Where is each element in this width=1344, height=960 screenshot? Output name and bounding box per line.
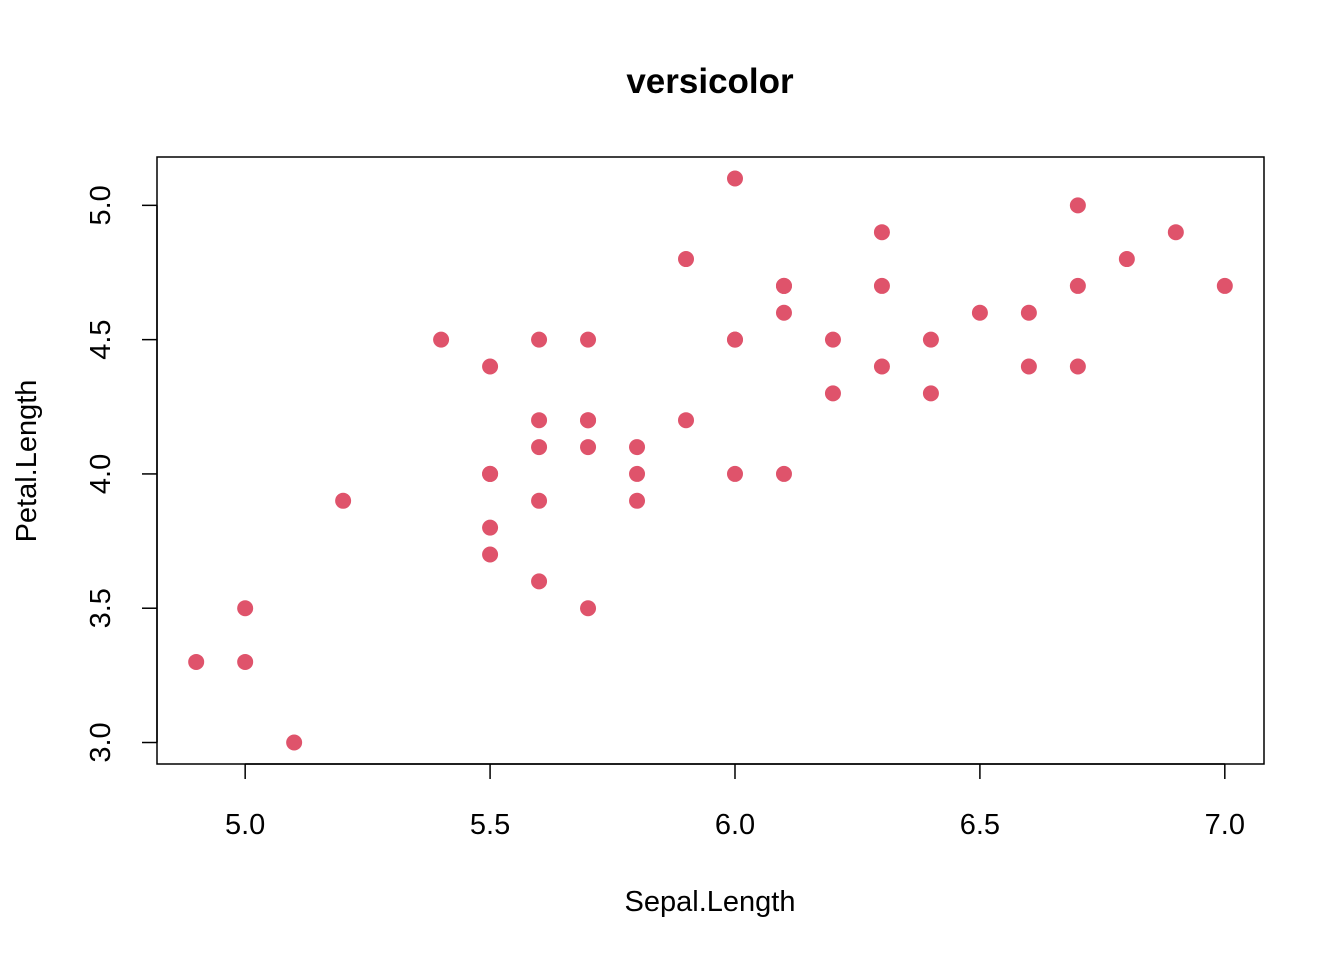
data-point — [726, 170, 743, 187]
y-tick-label: 3.0 — [85, 722, 117, 762]
data-point — [1167, 224, 1184, 241]
data-point — [824, 331, 841, 348]
data-point — [824, 385, 841, 402]
data-point — [775, 277, 792, 294]
x-axis-label: Sepal.Length — [625, 886, 796, 918]
y-tick-label: 5.0 — [85, 185, 117, 225]
data-point — [1069, 358, 1086, 375]
data-point — [1216, 277, 1233, 294]
x-axis: 5.0 5.5 6.0 6.5 7.0 — [225, 763, 1245, 841]
y-tick-label: 4.5 — [85, 319, 117, 359]
data-point — [726, 331, 743, 348]
data-point — [580, 412, 597, 429]
x-tick-label: 6.5 — [960, 809, 1000, 841]
data-point — [531, 439, 548, 456]
y-tick-label: 3.5 — [85, 588, 117, 628]
x-tick-label: 7.0 — [1205, 809, 1245, 841]
data-point — [580, 439, 597, 456]
data-point — [1020, 358, 1037, 375]
data-point — [580, 600, 597, 617]
data-point — [629, 439, 646, 456]
y-axis: 3.0 3.5 4.0 4.5 5.0 — [85, 185, 158, 763]
data-point — [188, 653, 205, 670]
data-point — [629, 492, 646, 509]
data-point — [237, 600, 254, 617]
data-point — [1069, 197, 1086, 214]
data-point — [482, 546, 499, 563]
data-point — [678, 251, 695, 268]
x-tick-label: 6.0 — [715, 809, 755, 841]
data-point — [580, 331, 597, 348]
data-point — [873, 277, 890, 294]
data-point — [873, 358, 890, 375]
data-point — [629, 465, 646, 482]
data-point — [531, 573, 548, 590]
data-point — [775, 465, 792, 482]
data-point — [286, 734, 303, 751]
data-point — [775, 304, 792, 321]
data-point — [1069, 277, 1086, 294]
data-point — [1118, 251, 1135, 268]
data-point — [678, 412, 695, 429]
data-point — [922, 385, 939, 402]
data-point — [531, 331, 548, 348]
y-tick-label: 4.0 — [85, 454, 117, 494]
data-point — [482, 519, 499, 536]
data-point — [922, 331, 939, 348]
chart-title: versicolor — [626, 62, 794, 101]
data-point — [531, 412, 548, 429]
data-point — [237, 653, 254, 670]
data-point — [433, 331, 450, 348]
plot-frame — [156, 156, 1265, 765]
x-tick-label: 5.0 — [225, 809, 265, 841]
data-point — [726, 465, 743, 482]
data-points — [188, 170, 1233, 751]
data-point — [971, 304, 988, 321]
data-point — [482, 358, 499, 375]
x-tick-label: 5.5 — [470, 809, 510, 841]
data-point — [531, 492, 548, 509]
data-point — [1020, 304, 1037, 321]
data-point — [482, 465, 499, 482]
data-point — [335, 492, 352, 509]
y-axis-label: Petal.Length — [11, 380, 43, 543]
data-point — [873, 224, 890, 241]
